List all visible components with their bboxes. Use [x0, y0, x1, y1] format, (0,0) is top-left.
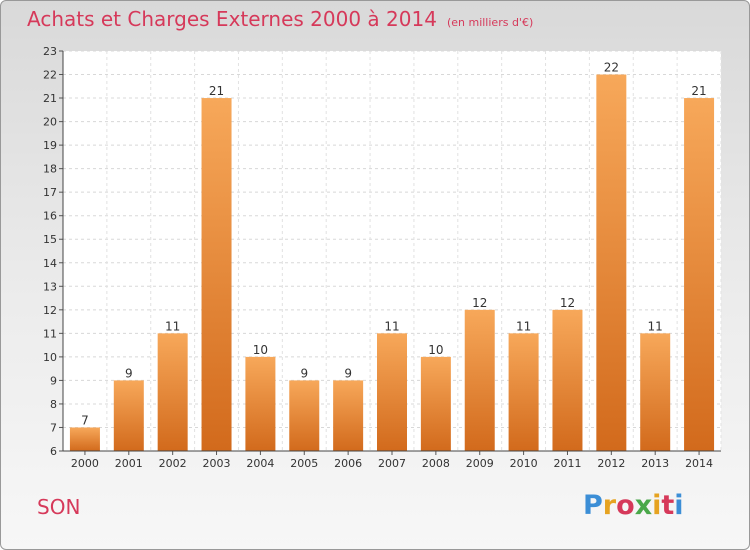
y-tick-label: 11	[43, 327, 57, 340]
chart-subtitle: (en milliers d'€)	[446, 16, 534, 29]
logo-letter: i	[674, 490, 684, 521]
chart-title: Achats et Charges Externes 2000 à 2014 (e…	[27, 7, 533, 31]
x-tick-label: 2010	[510, 457, 538, 470]
logo-letter: i	[652, 490, 662, 521]
bar-value-label: 22	[604, 61, 619, 75]
logo-letter: t	[661, 490, 675, 521]
x-tick-label: 2013	[641, 457, 669, 470]
x-tick-label: 2004	[246, 457, 274, 470]
bar-value-label: 9	[300, 366, 308, 380]
y-tick-label: 16	[43, 210, 57, 223]
y-tick-label: 18	[43, 163, 57, 176]
axis-layer: 6 7 8 9 10 11 12 13 14 15 16 17 18 19 20 21 22 23 2000 2001…	[43, 45, 721, 470]
y-tick-label: 17	[43, 186, 57, 199]
logo-letter: r	[602, 490, 617, 521]
bar-value-label: 21	[209, 84, 224, 98]
y-tick-label: 21	[43, 92, 57, 105]
bar-value-label: 9	[344, 366, 352, 380]
bar-value-label: 12	[472, 296, 487, 310]
y-tick-label: 22	[43, 69, 57, 82]
x-tick-label: 2007	[378, 457, 406, 470]
bar	[113, 380, 144, 451]
bar	[333, 380, 364, 451]
bar	[157, 333, 188, 451]
bar-layer: 7 9 11 21 10 9 9 11 10 12 11 12 22 11 21	[69, 61, 715, 451]
logo-letter: o	[616, 490, 635, 521]
y-tick-label: 10	[43, 351, 57, 364]
bar	[464, 309, 495, 451]
bar-value-label: 11	[648, 319, 663, 333]
y-tick-label: 7	[50, 421, 57, 434]
y-tick-label: 13	[43, 280, 57, 293]
bar	[640, 333, 671, 451]
x-tick-label: 2006	[334, 457, 362, 470]
bar	[245, 356, 276, 451]
y-tick-label: 6	[50, 445, 57, 458]
bar-value-label: 7	[81, 413, 89, 427]
x-tick-label: 2001	[115, 457, 143, 470]
y-tick-label: 19	[43, 139, 57, 152]
bar	[420, 356, 451, 451]
y-tick-label: 20	[43, 116, 57, 129]
logo-letter: P	[583, 490, 603, 521]
x-tick-label: 2005	[290, 457, 318, 470]
bar	[596, 74, 627, 451]
y-tick-label: 14	[43, 257, 57, 270]
bar	[377, 333, 407, 451]
x-tick-label: 2009	[466, 457, 494, 470]
y-tick-label: 23	[43, 45, 57, 58]
bar-value-label: 21	[691, 84, 706, 98]
x-tick-label: 2012	[597, 457, 625, 470]
bar-value-label: 10	[428, 343, 443, 357]
bar-value-label: 9	[125, 366, 133, 380]
bar	[552, 309, 583, 451]
bar-value-label: 11	[165, 319, 180, 333]
bar-value-label: 11	[384, 319, 399, 333]
y-tick-label: 8	[50, 398, 57, 411]
x-tick-label: 2003	[203, 457, 231, 470]
x-tick-label: 2011	[553, 457, 581, 470]
bar	[289, 380, 320, 451]
proxiti-logo: Proxiti	[583, 490, 684, 521]
bar-value-label: 12	[560, 296, 575, 310]
y-tick-label: 15	[43, 233, 57, 246]
bar	[201, 98, 232, 451]
x-tick-label: 2000	[71, 457, 99, 470]
x-tick-label: 2008	[422, 457, 450, 470]
chart-title-text: Achats et Charges Externes 2000 à 2014	[27, 7, 437, 31]
y-tick-label: 12	[43, 304, 57, 317]
y-tick-label: 9	[50, 374, 57, 387]
x-tick-label: 2014	[685, 457, 713, 470]
logo-letter: x	[634, 490, 653, 521]
bar	[508, 333, 539, 451]
bar	[684, 98, 715, 451]
bar-value-label: 11	[516, 319, 531, 333]
place-name: SON	[37, 495, 81, 519]
bar	[69, 427, 100, 451]
bar-value-label: 10	[253, 343, 268, 357]
x-tick-label: 2002	[159, 457, 187, 470]
